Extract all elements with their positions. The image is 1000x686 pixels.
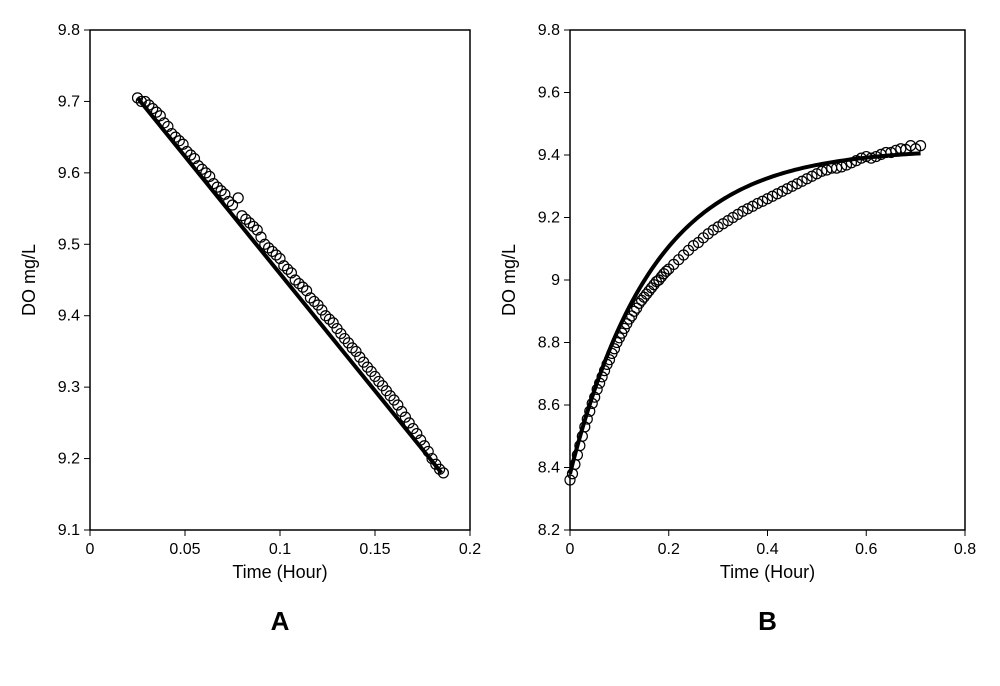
x-tick-label: 0.6 xyxy=(855,541,877,558)
figure: 00.050.10.150.29.19.29.39.49.59.69.79.8T… xyxy=(0,0,1000,686)
chart-panel-b: 0 0.2 0.4 0.6 0.8 8.2 8.4 8.6 8.8 9 9.2 9.4 9.6 9.8 Ti… xyxy=(0,0,1000,686)
x-tick-label: 0 xyxy=(566,541,575,558)
y-tick-label: 8.6 xyxy=(538,397,560,414)
data-point xyxy=(644,286,654,296)
chart-svg-b: 0 0.2 0.4 0.6 0.8 8.2 8.4 8.6 8.8 9 9.2 9.4 9.6 9.8 Ti… xyxy=(0,0,1000,686)
y-tick-label: 9 xyxy=(551,272,560,289)
data-series xyxy=(565,141,926,485)
fit-line xyxy=(570,153,921,473)
y-tick-label: 9.4 xyxy=(538,147,560,164)
x-tick-label: 0.4 xyxy=(756,541,778,558)
data-point xyxy=(646,283,656,293)
y-tick-label: 8.2 xyxy=(538,522,560,539)
y-tick-label: 9.2 xyxy=(538,210,560,227)
y-tick-label: 8.8 xyxy=(538,335,560,352)
data-point xyxy=(639,292,649,302)
y-tick-label: 8.4 xyxy=(538,460,560,477)
y-tick-label: 9.8 xyxy=(538,22,560,39)
axis-box xyxy=(570,30,965,530)
data-point xyxy=(642,289,652,299)
y-tick-label: 9.6 xyxy=(538,85,560,102)
y-axis-label: DO mg/L xyxy=(499,244,519,316)
x-axis-label: Time (Hour) xyxy=(720,562,815,582)
data-point xyxy=(637,295,647,305)
x-tick-label: 0.2 xyxy=(658,541,680,558)
x-tick-label: 0.8 xyxy=(954,541,976,558)
panel-label: B xyxy=(758,606,777,636)
